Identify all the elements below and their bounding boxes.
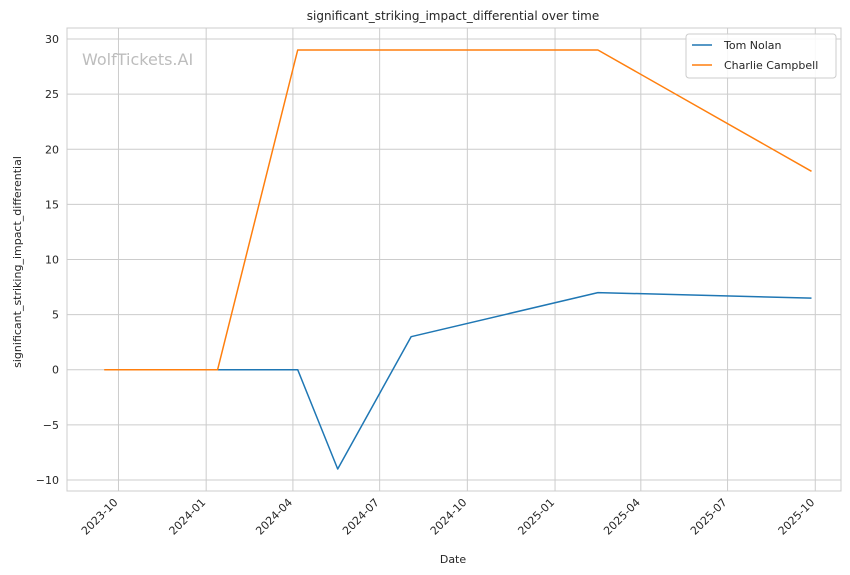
y-tick-label: −5 [43,419,59,432]
legend-box [685,33,837,79]
y-tick-label: 15 [45,198,59,211]
grid [67,28,841,491]
legend-label: Charlie Campbell [724,59,818,72]
chart-title: significant_striking_impact_differential… [307,9,599,23]
series-line-charlie-campbell [104,49,812,371]
legend: Tom Nolan Charlie Campbell [685,33,837,79]
watermark: WolfTickets.AI [82,50,193,69]
y-tick-label: 30 [45,33,59,46]
y-tick-label: 25 [45,88,59,101]
legend-label: Tom Nolan [723,39,782,52]
y-tick-label: 20 [45,143,59,156]
series-lines [104,49,812,470]
y-tick-labels: −10 −5 0 5 10 15 20 25 30 [36,33,59,487]
plot-area-frame [66,27,842,492]
x-axis-label: Date [440,553,467,566]
series-line-tom-nolan [217,291,812,470]
y-tick-label: 0 [52,364,59,377]
y-axis-label: significant_striking_impact_differential [11,156,24,368]
y-tick-label: 5 [52,309,59,322]
y-tick-label: 10 [45,254,59,267]
y-tick-label: −10 [36,474,59,487]
